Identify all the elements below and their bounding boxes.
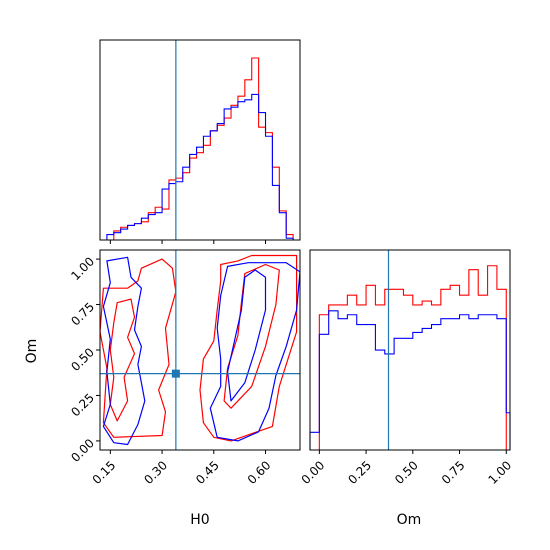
hist-om-x-tick-label: 0.75 xyxy=(439,458,468,487)
contour-y-tick-label: 0.25 xyxy=(68,391,97,420)
contour-x-tick-label: 0.30 xyxy=(141,458,170,487)
contour-lines xyxy=(100,254,300,446)
histogram-series-2 xyxy=(309,310,511,450)
contour-y-tick-label: 0.50 xyxy=(68,345,97,374)
contour-series-2-level-1 xyxy=(102,256,146,446)
contour-series-2-level-2 xyxy=(209,262,300,442)
contour-series-1-level-1 xyxy=(100,258,177,438)
contour-x-tick-label: 0.60 xyxy=(245,458,274,487)
contour-h0-om-panel: 0.15 0.30 0.45 0.60 0.00 0.25 0.50 0.75 1.00 xyxy=(68,249,301,487)
contour-series-2-level-3 xyxy=(227,269,267,402)
panel-frame xyxy=(99,249,301,451)
x-axis-label-om: Om xyxy=(397,512,422,528)
histogram-series-1 xyxy=(100,57,300,241)
hist-om-x-tick-label: 0.00 xyxy=(299,458,328,487)
contour-x-tick-label: 0.45 xyxy=(193,458,222,487)
hist-om-x-tick-label: 0.50 xyxy=(392,458,421,487)
hist-om-x-tick-label: 1.00 xyxy=(486,458,515,487)
contour-series-1-level-3 xyxy=(109,298,136,422)
contour-y-tick-label: 0.75 xyxy=(68,300,97,329)
contour-series-1-level-4 xyxy=(223,263,280,409)
panel-frame xyxy=(99,39,301,241)
y-axis-label-om: Om xyxy=(24,339,40,364)
contour-series-1-level-2 xyxy=(199,254,298,442)
truth-point-marker xyxy=(171,369,180,378)
histogram-series-2 xyxy=(100,93,300,241)
hist-om-x-tick-label: 0.25 xyxy=(345,458,374,487)
panel-frame xyxy=(309,249,511,451)
histogram-series-1 xyxy=(310,265,510,451)
contour-y-tick-label: 1.00 xyxy=(68,254,97,283)
hist-om-panel: 0.00 0.25 0.50 0.75 1.00 xyxy=(299,249,515,487)
contour-x-tick-label: 0.15 xyxy=(90,458,119,487)
contour-y-tick-label: 0.00 xyxy=(68,436,97,465)
x-axis-label-h0: H0 xyxy=(190,512,209,528)
hist-h0-panel xyxy=(99,39,301,244)
